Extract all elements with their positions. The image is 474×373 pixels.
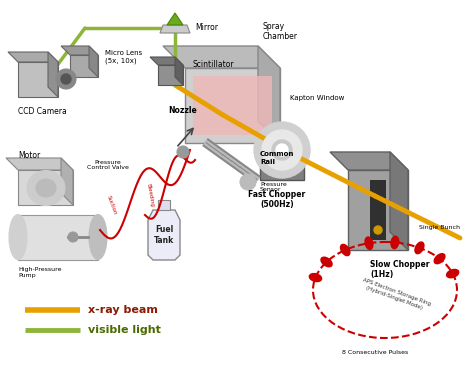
Text: Single Bunch: Single Bunch	[419, 226, 460, 231]
Text: Pressure
Sensor: Pressure Sensor	[260, 182, 287, 192]
Ellipse shape	[36, 179, 56, 197]
Ellipse shape	[89, 214, 107, 260]
Ellipse shape	[309, 273, 322, 282]
Circle shape	[254, 122, 310, 178]
Text: Bleeding: Bleeding	[146, 183, 155, 207]
Polygon shape	[370, 180, 386, 240]
Polygon shape	[18, 62, 58, 97]
Polygon shape	[158, 65, 183, 85]
Text: CCD Camera: CCD Camera	[18, 107, 67, 116]
Polygon shape	[61, 46, 98, 55]
Circle shape	[177, 146, 189, 158]
Polygon shape	[348, 170, 408, 250]
Ellipse shape	[27, 170, 65, 206]
Text: visible light: visible light	[88, 325, 161, 335]
Polygon shape	[48, 52, 58, 97]
Text: Pressure
Control Valve: Pressure Control Valve	[87, 160, 129, 170]
Ellipse shape	[390, 235, 400, 250]
Text: Fuel
Tank: Fuel Tank	[154, 225, 174, 245]
Text: Scintillator: Scintillator	[193, 60, 235, 69]
Polygon shape	[330, 152, 408, 170]
Ellipse shape	[340, 244, 351, 256]
Text: Micro Lens
(5x, 10x): Micro Lens (5x, 10x)	[105, 50, 142, 64]
Ellipse shape	[9, 214, 27, 260]
Ellipse shape	[365, 236, 374, 250]
Ellipse shape	[446, 269, 459, 278]
Ellipse shape	[414, 241, 425, 254]
Circle shape	[56, 69, 76, 89]
Polygon shape	[70, 55, 98, 77]
Polygon shape	[150, 57, 183, 65]
Polygon shape	[18, 170, 73, 205]
Circle shape	[68, 232, 78, 242]
Polygon shape	[258, 46, 280, 143]
Circle shape	[272, 140, 292, 160]
Text: Common
Rail: Common Rail	[260, 151, 294, 164]
Polygon shape	[163, 46, 280, 68]
Polygon shape	[6, 158, 73, 170]
Ellipse shape	[434, 253, 446, 264]
Text: Mirror: Mirror	[195, 22, 218, 31]
Text: Spray
Chamber: Spray Chamber	[263, 22, 298, 41]
Text: High-Pressure
Pump: High-Pressure Pump	[18, 267, 62, 278]
Polygon shape	[390, 152, 408, 250]
Circle shape	[61, 74, 71, 84]
Text: 8 Consecutive Pulses: 8 Consecutive Pulses	[342, 350, 408, 355]
Polygon shape	[89, 46, 98, 77]
Polygon shape	[260, 142, 304, 180]
Polygon shape	[148, 210, 180, 260]
Polygon shape	[160, 25, 190, 33]
Text: Suction: Suction	[106, 194, 118, 216]
Text: Motor: Motor	[18, 151, 40, 160]
Text: Slow Chopper
(1Hz): Slow Chopper (1Hz)	[370, 260, 429, 279]
Circle shape	[374, 226, 382, 234]
Polygon shape	[185, 68, 280, 143]
Polygon shape	[158, 200, 170, 210]
Polygon shape	[167, 13, 183, 25]
Circle shape	[240, 174, 256, 190]
Polygon shape	[193, 76, 272, 135]
Text: Fast Chopper
(500Hz): Fast Chopper (500Hz)	[248, 190, 306, 209]
Text: APS Electron Storage Ring
(Hybrid-Singlet Mode): APS Electron Storage Ring (Hybrid-Single…	[359, 277, 431, 313]
Text: Kapton Window: Kapton Window	[290, 95, 345, 101]
Polygon shape	[175, 57, 183, 85]
Text: Nozzle: Nozzle	[168, 106, 197, 115]
Text: x-ray beam: x-ray beam	[88, 305, 158, 315]
Circle shape	[262, 130, 302, 170]
Polygon shape	[61, 158, 73, 205]
Polygon shape	[18, 215, 98, 260]
Circle shape	[276, 144, 288, 156]
Ellipse shape	[320, 257, 333, 267]
Polygon shape	[8, 52, 58, 62]
